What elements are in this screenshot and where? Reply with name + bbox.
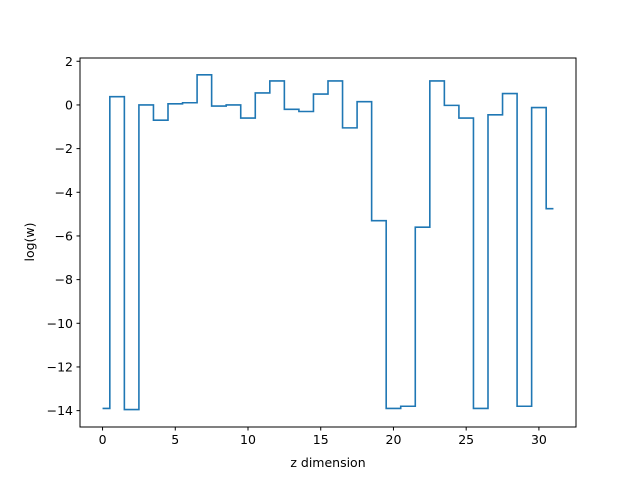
plot-frame bbox=[79, 57, 577, 428]
y-axis-label: log(w) bbox=[22, 222, 37, 261]
y-tick-label: 0 bbox=[65, 97, 73, 112]
series-layer bbox=[102, 74, 554, 411]
x-tick-label: 10 bbox=[240, 432, 256, 447]
x-tick-label: 5 bbox=[171, 432, 179, 447]
x-tick-label: 30 bbox=[531, 432, 547, 447]
x-tick-label: 0 bbox=[99, 432, 107, 447]
y-tick-label: 2 bbox=[65, 54, 73, 69]
y-tick-label: −10 bbox=[47, 316, 73, 331]
x-axis: 0 5 10 15 20 25 30 bbox=[99, 427, 547, 447]
y-tick-label: −6 bbox=[55, 228, 73, 243]
x-tick-label: 20 bbox=[386, 432, 402, 447]
y-tick-label: −4 bbox=[55, 185, 73, 200]
x-tick-label: 15 bbox=[313, 432, 329, 447]
x-axis-label: z dimension bbox=[290, 455, 365, 470]
y-tick-label: −2 bbox=[55, 141, 73, 156]
x-tick-label: 25 bbox=[458, 432, 474, 447]
series-line bbox=[102, 74, 554, 411]
y-axis: 2 0 −2 −4 −6 −8 −10 −12 −14 bbox=[47, 54, 80, 418]
y-tick-label: −8 bbox=[55, 272, 73, 287]
y-tick-label: −12 bbox=[47, 359, 73, 374]
y-tick-label: −14 bbox=[47, 403, 73, 418]
